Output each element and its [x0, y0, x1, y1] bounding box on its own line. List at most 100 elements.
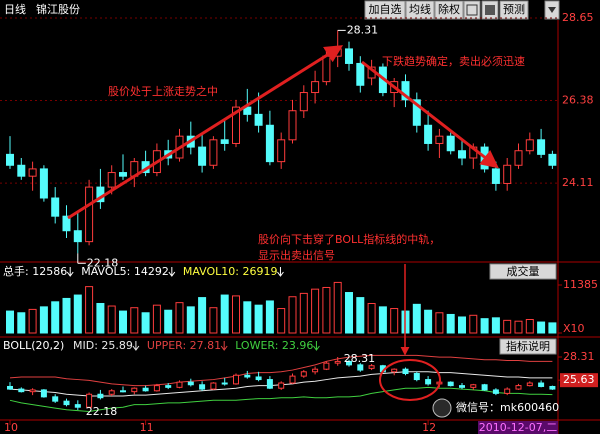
candle-body [220, 139, 229, 144]
bar [243, 301, 252, 334]
candle-body [300, 371, 307, 377]
annotation: 股价处于上涨走势之中 [108, 84, 218, 98]
cursor-date-bg [478, 421, 558, 434]
indicator-title: BOLL(20,2) [3, 339, 64, 352]
candle-body [119, 172, 127, 177]
button-label[interactable]: 预测 [503, 3, 525, 16]
candle-body [537, 139, 546, 155]
bar [514, 320, 523, 334]
candle-body [232, 106, 240, 144]
candle-body [481, 384, 488, 391]
candle-body [165, 385, 172, 388]
y-tick-label: 28.31 [563, 350, 595, 363]
arrow [67, 45, 344, 220]
icon [466, 4, 478, 16]
arrow [361, 60, 499, 169]
legend-label: MID: 25.89 [73, 339, 133, 352]
icon-button[interactable] [463, 0, 481, 20]
stat-label: MAVOL10: 26919 [183, 265, 278, 278]
y-tick-label: 26.38 [562, 94, 594, 107]
candle-body [322, 55, 331, 83]
candle-body [254, 113, 263, 126]
button[interactable] [405, 0, 435, 20]
candle-body [39, 168, 48, 199]
candle-body [107, 172, 116, 188]
annotation: 股价向下击穿了BOLL指标线的中轨， [258, 232, 440, 246]
button-label[interactable]: 均线 [409, 2, 431, 16]
bar [62, 297, 71, 334]
bar [152, 304, 161, 334]
bar [311, 288, 320, 334]
candle-body [73, 230, 82, 243]
candle-body [266, 379, 273, 389]
button-label[interactable]: 加自选 [369, 3, 402, 16]
candle-body [51, 197, 60, 217]
down-arrow [168, 267, 176, 277]
button-label[interactable]: 指标说明 [506, 339, 550, 353]
candle-body [278, 382, 285, 389]
bar [96, 302, 105, 334]
bar [164, 309, 173, 334]
boll-line [9, 354, 553, 387]
candle-body [288, 110, 297, 141]
down-arrow [220, 341, 228, 351]
candle-body [548, 153, 557, 166]
bar [458, 316, 466, 334]
candle-body [503, 164, 512, 184]
candle-body [6, 153, 14, 166]
candle-body [470, 384, 477, 388]
bar [209, 307, 218, 334]
candle-body [412, 99, 421, 126]
candle-body [504, 388, 511, 394]
period: 日线 [4, 2, 26, 16]
bar [367, 302, 376, 334]
button[interactable] [489, 263, 557, 280]
button[interactable] [499, 0, 529, 20]
button-label[interactable]: 除权 [438, 2, 460, 16]
button[interactable] [499, 338, 557, 355]
down-arrow [313, 341, 320, 351]
bar [186, 306, 195, 334]
candle-body [312, 368, 319, 373]
bar [356, 297, 365, 334]
stat-label: 总手: 12586 [3, 264, 67, 278]
bar [232, 295, 240, 334]
highlight-circle [379, 359, 441, 401]
bar [119, 310, 127, 334]
stat-label: MAVOL5: 14292 [81, 265, 169, 278]
bar [254, 304, 263, 334]
candle-body [435, 135, 444, 144]
candle-body [255, 376, 262, 381]
bar [525, 319, 534, 334]
bar [73, 294, 82, 334]
cursor-date: 2010-12-07,二 [479, 421, 557, 434]
button[interactable] [364, 0, 406, 20]
candle-body [402, 368, 409, 375]
candle-body [142, 387, 149, 392]
button-label[interactable]: 成交量 [507, 264, 540, 278]
bar [322, 286, 331, 334]
candle-body [120, 390, 126, 393]
bar [28, 308, 37, 334]
legend-label: LOWER: 23.96 [235, 339, 313, 352]
candle-body [199, 384, 206, 390]
marks: 28.65 26.38 24.11 10 11 12 股价处于上涨走势之中 下跌趋势确定，卖出… [0, 11, 598, 434]
candle-body [131, 387, 138, 393]
candle-body [233, 374, 239, 385]
candle-body [459, 385, 465, 388]
bar [85, 286, 94, 334]
bar [39, 306, 48, 334]
candle-body [525, 139, 534, 152]
bar [480, 318, 489, 334]
candle-body [243, 106, 252, 115]
legend-label: UPPER: 27.81 [147, 339, 221, 352]
candle-body [346, 360, 352, 366]
candle-body [29, 389, 36, 393]
current-value-bg [560, 373, 598, 388]
bar [503, 319, 512, 334]
annotation: 显示出卖出信号 [258, 248, 335, 262]
bar [6, 310, 14, 334]
button[interactable] [434, 0, 464, 20]
candle-body [176, 381, 183, 388]
